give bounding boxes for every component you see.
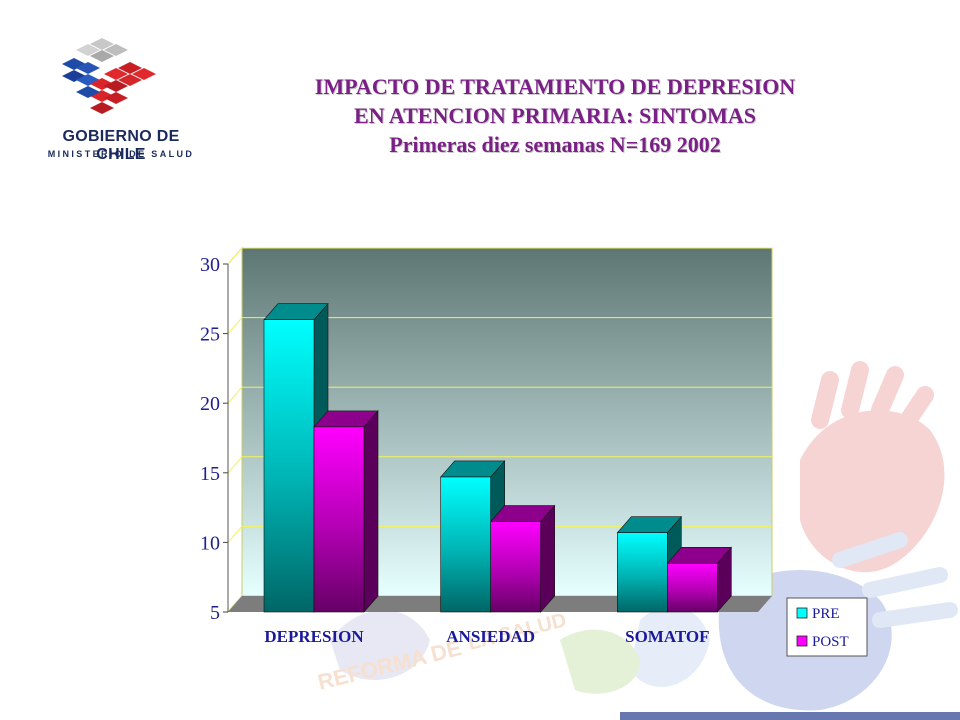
bar-side [540, 504, 555, 613]
slide-title: IMPACTO DE TRATAMIENTO DE DEPRESION EN A… [190, 72, 920, 159]
title-line-1: IMPACTO DE TRATAMIENTO DE DEPRESION [314, 74, 796, 99]
bar-front [490, 521, 541, 613]
logo-mark-icon [62, 38, 156, 114]
y-tick-label: 15 [200, 463, 220, 485]
bar-post [666, 546, 732, 613]
x-category-label: ANSIEDAD [446, 627, 535, 646]
hand-print-red [800, 410, 945, 573]
y-tick-label: 5 [210, 602, 220, 624]
bar-front [667, 562, 718, 613]
logo-org-subtitle: MINISTERIO DE SALUD [47, 149, 195, 159]
legend-label-pre: PRE [812, 606, 840, 622]
bar-front [617, 532, 668, 613]
gridline-side [227, 526, 243, 543]
bar-side [363, 410, 379, 613]
bar-front [440, 476, 491, 613]
y-tick-label: 30 [200, 254, 220, 276]
title-line-2: EN ATENCION PRIMARIA: SINTOMAS [354, 103, 756, 128]
y-tick-label: 25 [200, 324, 220, 346]
y-tick-label: 10 [200, 532, 220, 554]
logo-org-name: GOBIERNO DE CHILE [62, 128, 180, 163]
gridline-side [227, 247, 243, 265]
bar-pre [263, 302, 329, 613]
legend-swatch-post [796, 635, 808, 647]
gridline-side [227, 386, 243, 404]
bar-post [313, 410, 379, 613]
legend-label-post: POST [812, 634, 849, 650]
bar-post [490, 504, 556, 613]
gridline-side [227, 317, 243, 334]
bar-front [313, 426, 365, 613]
title-line-3: Primeras diez semanas N=169 2002 [389, 132, 721, 157]
x-category-label: DEPRESION [264, 627, 364, 646]
bar-front [263, 319, 315, 613]
y-tick-label: 20 [200, 393, 220, 415]
gridline-side [227, 456, 243, 474]
hand-print-green [560, 629, 640, 694]
gobierno-de-chile-logo: GOBIERNO DE CHILE MINISTERIO DE SALUD [30, 30, 210, 170]
bottom-strip-blue [620, 712, 960, 720]
x-category-label: SOMATOF [625, 627, 709, 646]
legend-swatch-pre [796, 607, 808, 619]
chart-side-wall [227, 246, 243, 614]
